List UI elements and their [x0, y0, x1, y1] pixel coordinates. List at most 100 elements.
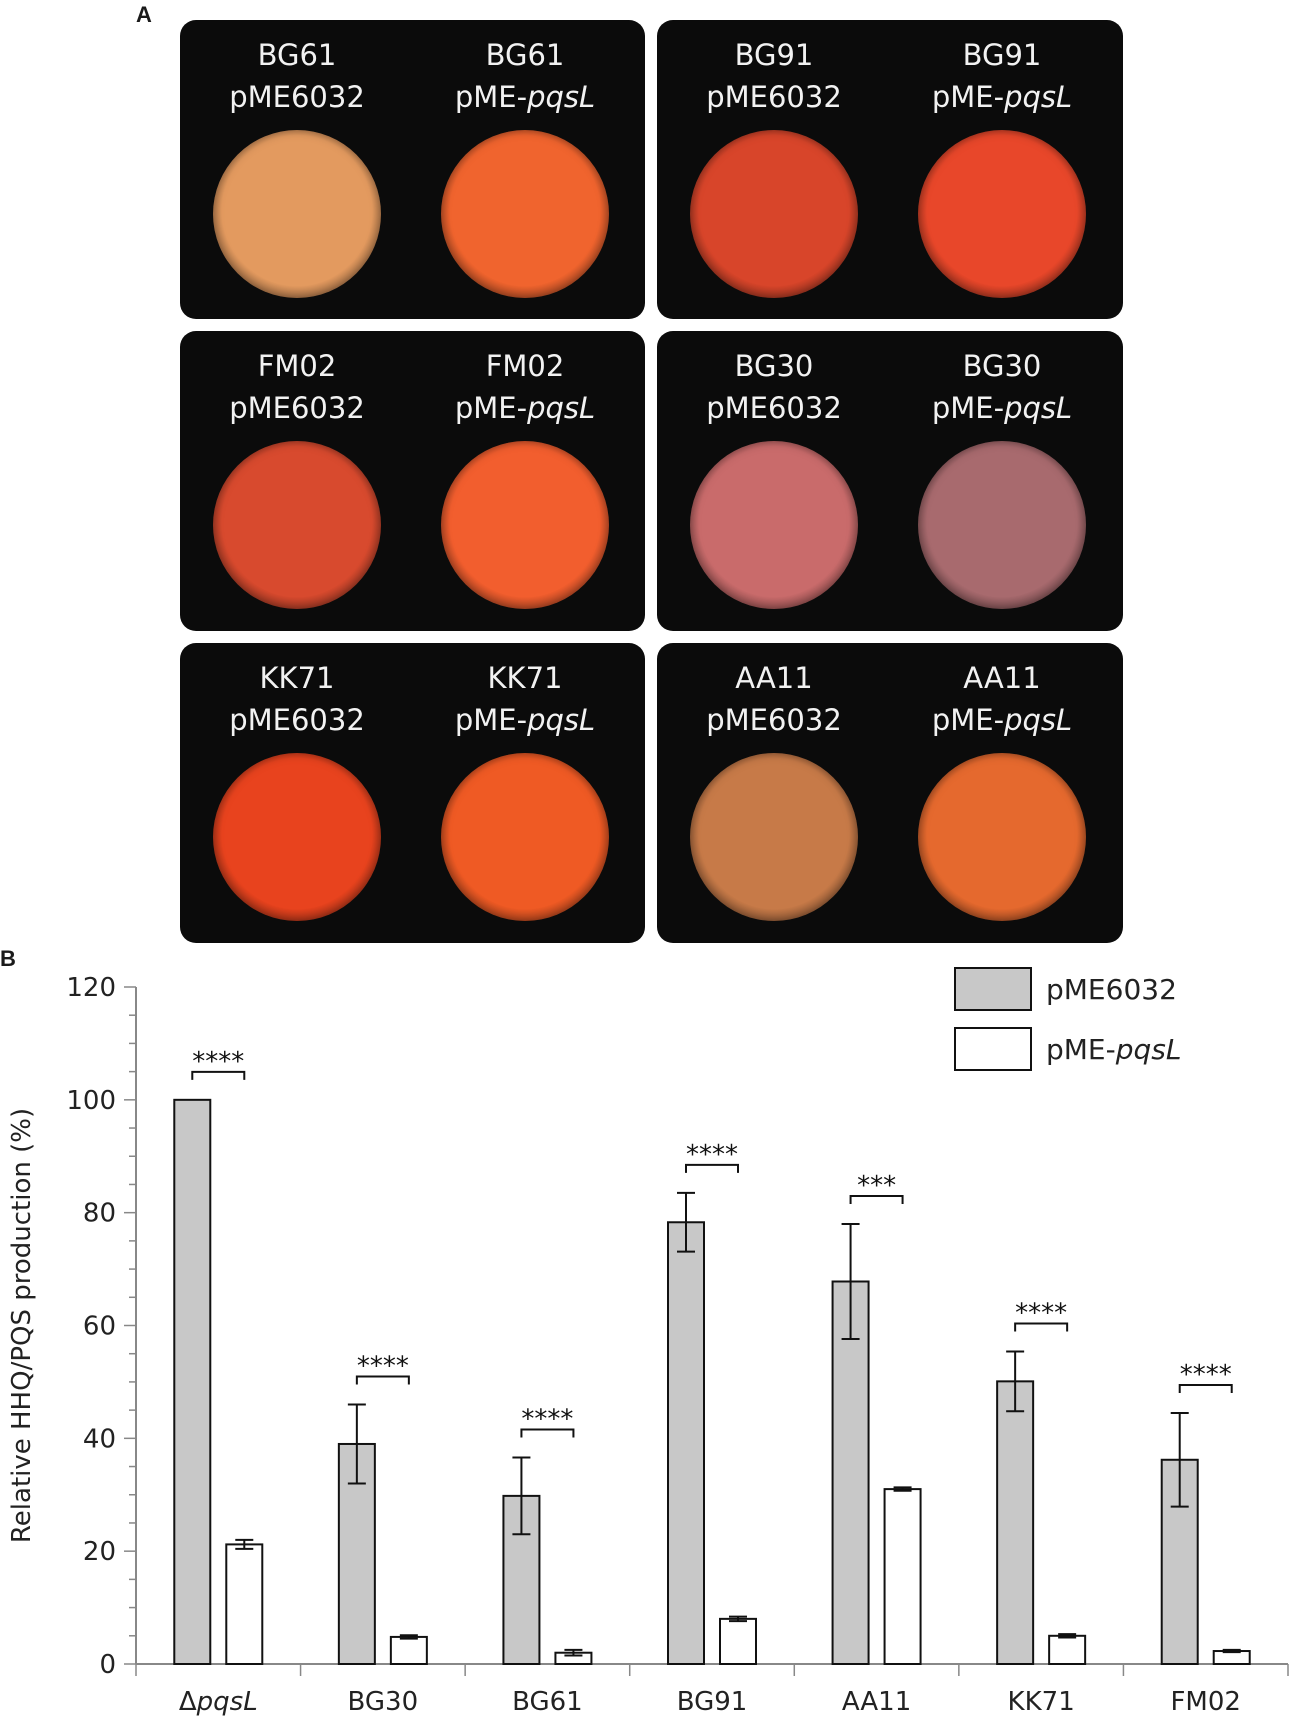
strain-name: FM02 [485, 349, 565, 383]
significance-label: **** [521, 1405, 573, 1435]
x-tick-label: BG91 [677, 1687, 748, 1717]
significance-bracket [1178, 1383, 1233, 1393]
strain-name: AA11 [735, 661, 813, 695]
panel-b-label: B [0, 946, 16, 971]
colony-image [690, 441, 858, 609]
plasmid-name: pME-pqsL [931, 80, 1073, 114]
significance-label: **** [686, 1140, 738, 1170]
bar-pme6032 [173, 1098, 212, 1666]
plasmid-name: pME6032 [229, 703, 365, 737]
strain-name: BG91 [734, 38, 814, 72]
colony-tile: BG30 pME6032 BG30 pME-pqsL [657, 331, 1123, 631]
y-tick-label: 0 [99, 1650, 116, 1680]
x-tick-label: FM02 [1170, 1687, 1240, 1717]
bar-pme-pqsl [883, 1488, 922, 1665]
colony-label: AA11 pME-pqsL [892, 657, 1112, 741]
y-tick-label: 20 [83, 1537, 116, 1567]
panel-a-label: A [136, 2, 152, 27]
significance-bracket [1014, 1322, 1069, 1332]
significance-label: *** [857, 1171, 896, 1201]
strain-name: BG91 [962, 38, 1042, 72]
colony-label: KK71 pME-pqsL [415, 657, 635, 741]
y-axis-label: Relative HHQ/PQS production (%) [7, 1108, 37, 1543]
colony-tile: FM02 pME6032 FM02 pME-pqsL [180, 331, 645, 631]
y-tick-label: 120 [66, 973, 116, 1003]
colony-image [441, 753, 609, 921]
colony-image [213, 130, 381, 298]
strain-name: BG30 [734, 349, 814, 383]
colony-tile: AA11 pME6032 AA11 pME-pqsL [657, 643, 1123, 943]
colony-tile: KK71 pME6032 KK71 pME-pqsL [180, 643, 645, 943]
colony-label: BG91 pME-pqsL [892, 34, 1112, 118]
bar-pme-pqsl [389, 1635, 428, 1665]
bar-pme6032 [996, 1380, 1035, 1665]
bar-pme6032 [667, 1221, 705, 1665]
bar-pme6032 [831, 1280, 870, 1665]
colony-image [441, 441, 609, 609]
bar-pme-pqsl [1048, 1634, 1087, 1666]
colony-image [918, 441, 1086, 609]
bar-chart-svg: 0 20 40 60 80 100 120 Relative HHQ/PQS producti… [7, 967, 1289, 1717]
strain-name: AA11 [963, 661, 1041, 695]
plasmid-name: pME-pqsL [931, 703, 1073, 737]
significance-bracket [685, 1163, 739, 1173]
significance-bracket [191, 1070, 246, 1080]
y-tick-label: 40 [83, 1424, 116, 1454]
colony-label: KK71 pME6032 [187, 657, 407, 741]
colony-image [690, 130, 858, 298]
colony-label: FM02 pME6032 [187, 345, 407, 429]
x-tick-label: AA11 [842, 1687, 911, 1717]
plasmid-name: pME6032 [229, 391, 365, 425]
significance-label: **** [192, 1047, 244, 1077]
plasmid-name: pME-pqsL [454, 703, 596, 737]
colony-label: BG61 pME6032 [187, 34, 407, 118]
y-tick-label: 80 [83, 1199, 116, 1229]
significance-bracket [849, 1194, 904, 1204]
bar-chart: 0 20 40 60 80 100 120 Relative HHQ/PQS producti… [0, 950, 1298, 1729]
x-tick-label: BG30 [348, 1687, 419, 1717]
x-tick-label: ΔpqsL [179, 1687, 258, 1717]
colony-tile: BG61 pME6032 BG61 pME-pqsL [180, 20, 645, 319]
strain-name: FM02 [257, 349, 337, 383]
y-tick-label: 60 [83, 1312, 116, 1342]
colony-image [690, 753, 858, 921]
significance-label: **** [1015, 1298, 1067, 1328]
legend-swatch [954, 1027, 1032, 1071]
significance-label: **** [1180, 1360, 1232, 1390]
strain-name: KK71 [487, 661, 563, 695]
colony-tile: BG91 pME6032 BG91 pME-pqsL [657, 20, 1123, 319]
significance-bracket [520, 1428, 575, 1438]
colony-label: BG30 pME6032 [664, 345, 884, 429]
x-tick-label: KK71 [1008, 1687, 1075, 1717]
colony-label: FM02 pME-pqsL [415, 345, 635, 429]
plasmid-name: pME-pqsL [454, 80, 596, 114]
colony-label: BG30 pME-pqsL [892, 345, 1112, 429]
plasmid-name: pME6032 [706, 703, 842, 737]
x-tick-label: BG61 [512, 1687, 583, 1717]
significance-bracket [355, 1375, 410, 1385]
plasmid-name: pME-pqsL [931, 391, 1073, 425]
legend-label: pME-pqsL [1046, 1033, 1181, 1066]
colony-image [213, 753, 381, 921]
bar-pme-pqsl [225, 1543, 264, 1665]
bar-pme-pqsl [719, 1617, 757, 1665]
colony-image [213, 441, 381, 609]
significance-label: **** [357, 1351, 409, 1381]
y-tick-label: 100 [66, 1086, 116, 1116]
legend-label: pME6032 [1046, 973, 1177, 1006]
plasmid-name: pME6032 [229, 80, 365, 114]
plasmid-name: pME6032 [706, 80, 842, 114]
colony-image [918, 753, 1086, 921]
colony-image [918, 130, 1086, 298]
strain-name: BG61 [485, 38, 565, 72]
strain-name: BG61 [257, 38, 337, 72]
strain-name: BG30 [962, 349, 1042, 383]
colony-label: AA11 pME6032 [664, 657, 884, 741]
plasmid-name: pME6032 [706, 391, 842, 425]
strain-name: KK71 [259, 661, 335, 695]
colony-label: BG91 pME6032 [664, 34, 884, 118]
colony-label: BG61 pME-pqsL [415, 34, 635, 118]
plasmid-name: pME-pqsL [454, 391, 596, 425]
colony-image [441, 130, 609, 298]
legend-swatch [954, 967, 1032, 1011]
